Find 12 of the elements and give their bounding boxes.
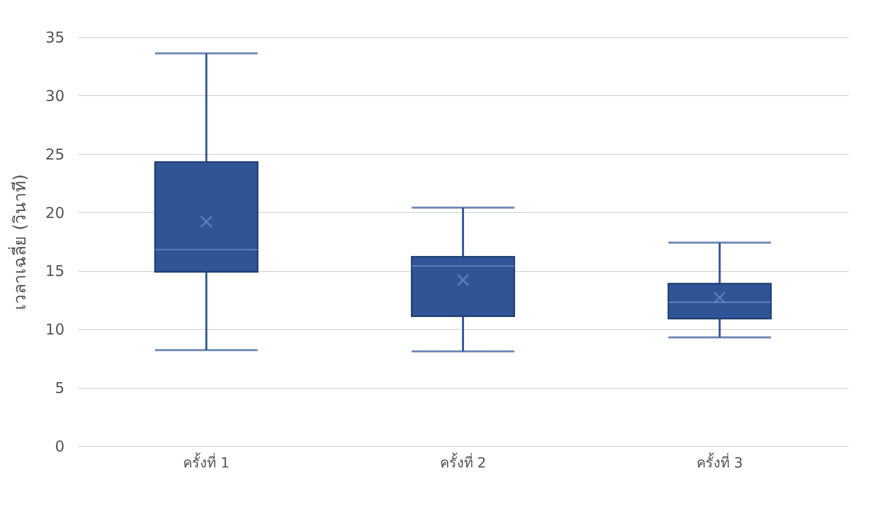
y-axis-title: เวลาเฉลี่ย (วินาที) — [7, 174, 30, 310]
y-tick-label: 35 — [45, 28, 64, 46]
y-tick-label: 0 — [54, 438, 64, 456]
x-tick-label: ครั้งที่ 1 — [183, 452, 230, 472]
y-tick-label: 15 — [45, 262, 64, 280]
y-tick-label: 10 — [45, 320, 64, 339]
x-tick-label: ครั้งที่ 2 — [440, 452, 486, 472]
y-tick-label: 20 — [45, 204, 64, 222]
y-tick-label: 30 — [45, 86, 64, 105]
y-tick-label: 25 — [45, 145, 64, 164]
y-tick-label: 5 — [54, 379, 64, 398]
x-tick-label: ครั้งที่ 3 — [696, 452, 743, 472]
